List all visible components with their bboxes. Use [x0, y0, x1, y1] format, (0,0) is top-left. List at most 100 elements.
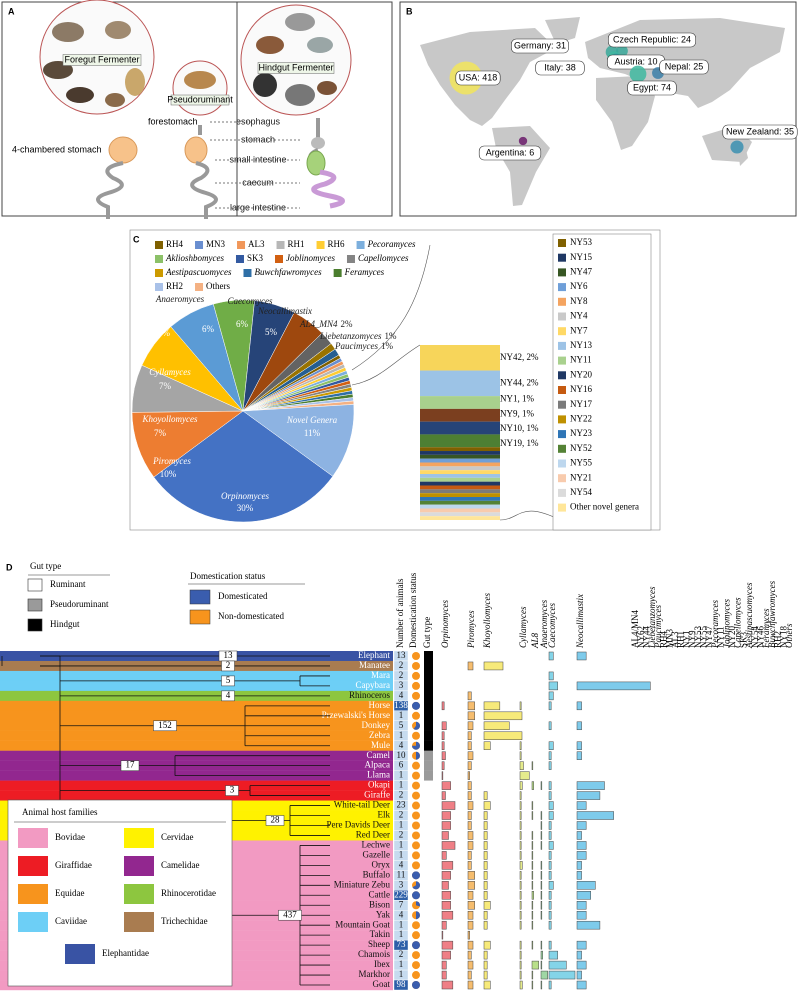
domestication-fraction — [416, 901, 420, 907]
legend-label: NY23 — [570, 428, 592, 438]
abundance-bar — [548, 791, 552, 800]
legend-label: NY7 — [570, 325, 588, 335]
abundance-bar — [576, 821, 587, 830]
stack-segment — [420, 454, 500, 459]
abundance-bar — [548, 851, 552, 860]
column-title: NY1 — [681, 631, 691, 649]
animal-count: 4 — [399, 909, 404, 919]
abundance-bar — [467, 980, 474, 990]
animal-name: Goat — [373, 979, 391, 989]
abundance-bar — [548, 741, 554, 750]
legend-label: NY55 — [570, 458, 592, 468]
animal-count: 2 — [399, 810, 404, 820]
legend-swatch — [27, 578, 43, 592]
clade-box — [153, 720, 177, 732]
animal-name: Cattle — [369, 889, 391, 899]
gut-cell — [424, 651, 433, 662]
animal-name: Elephant — [358, 650, 390, 660]
abundance-bar — [467, 871, 475, 880]
abundance-bar — [548, 841, 554, 850]
column-title: Joblinomyces — [721, 599, 731, 648]
abundance-bar — [483, 891, 488, 900]
domestication-dot — [412, 731, 420, 740]
legend-label: NY11 — [570, 355, 592, 365]
animal-name: Markhor — [359, 969, 391, 979]
slice-label: Caecomyces — [228, 296, 273, 306]
domestication-fraction — [412, 871, 420, 880]
domestication-fraction — [416, 751, 420, 760]
abundance-bar — [483, 741, 491, 750]
gut-cell — [424, 860, 433, 871]
abundance-bar — [519, 871, 522, 880]
abundance-bar — [519, 891, 522, 900]
abundance-bar — [483, 721, 510, 731]
clade-total: 5 — [226, 675, 231, 685]
abundance-bar — [441, 901, 451, 910]
abundance-bar — [483, 881, 488, 890]
slice-name: Anaeromyces — [155, 294, 205, 304]
stack-label: NY19, 1% — [500, 438, 539, 448]
domestication-dot — [412, 861, 420, 870]
legend-swatch — [558, 297, 566, 306]
animal-name: Buffalo — [363, 869, 391, 879]
abundance-bar — [519, 751, 522, 760]
legend-label: Cervidae — [161, 832, 193, 842]
legend-swatch — [155, 241, 163, 249]
family-band — [0, 700, 393, 712]
slice-label: Cyllamyces — [149, 367, 191, 377]
animal-count: 2 — [399, 670, 404, 680]
map-label-box — [722, 124, 798, 140]
animal-name: Mara — [371, 670, 390, 680]
animal-count: 13 — [397, 650, 407, 660]
abundance-bar — [467, 861, 472, 870]
gut-cell — [424, 780, 433, 791]
animal-count: 7 — [399, 899, 404, 909]
abundance-bar — [548, 950, 558, 960]
map-label: Nepal: 25 — [665, 61, 704, 71]
abundance-bar — [519, 901, 522, 910]
abundance-bar — [519, 940, 522, 950]
abundance-bar — [467, 851, 472, 860]
gut-cell — [424, 930, 433, 941]
stack-segment — [420, 466, 500, 471]
map-label: Egypt: 74 — [633, 82, 671, 92]
legend-swatch — [124, 912, 154, 932]
domestication-fraction — [412, 981, 420, 990]
legend-swatch — [195, 241, 204, 249]
animal-count: 1 — [399, 969, 404, 979]
digestive-tracts — [96, 118, 345, 219]
pie-slice — [242, 404, 355, 477]
legend-label: NY22 — [570, 413, 592, 423]
slice-name: Cyllamyces — [149, 367, 191, 377]
domestication-dot — [412, 831, 420, 840]
column-title: AL8 — [530, 632, 540, 649]
legend-swatch — [558, 444, 566, 453]
abundance-bar — [548, 801, 554, 810]
stack-segment — [420, 504, 500, 509]
abundance-bar — [576, 980, 587, 990]
legend-swatch — [316, 241, 325, 249]
abundance-bar — [467, 960, 474, 970]
legend-label: Other novel genera — [570, 502, 639, 512]
family-band — [0, 730, 393, 741]
abundance-bar — [576, 721, 582, 731]
abundance-bar — [576, 781, 605, 790]
column-title: RH1 — [676, 631, 686, 648]
column-title: Capellomyces — [733, 597, 743, 648]
abundance-bar — [519, 791, 522, 800]
domestication-dot — [412, 951, 420, 960]
family-band — [0, 680, 393, 692]
map-label-box — [607, 32, 696, 48]
gut-cell — [424, 800, 433, 811]
slice-percent: 10% — [160, 469, 177, 479]
abundance-bar — [548, 871, 552, 880]
abundance-bar — [467, 891, 474, 900]
column-title: Neocallimastix — [575, 594, 585, 649]
abundance-bar — [483, 831, 488, 840]
slice-label: Anaeromyces — [155, 294, 205, 304]
family-band — [0, 780, 393, 791]
abundance-bar — [576, 960, 587, 970]
gut-cell — [424, 760, 433, 771]
legend-label: NY15 — [570, 252, 592, 262]
column-title: NY53 — [693, 626, 703, 648]
